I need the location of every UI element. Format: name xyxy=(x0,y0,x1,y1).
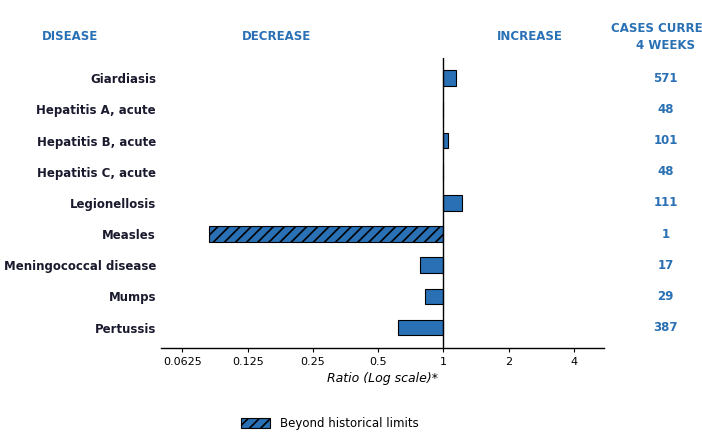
Text: 101: 101 xyxy=(654,134,678,147)
Text: 29: 29 xyxy=(658,290,674,303)
Text: 48: 48 xyxy=(657,165,674,178)
Text: 4 WEEKS: 4 WEEKS xyxy=(636,39,695,52)
Text: 111: 111 xyxy=(654,196,678,210)
Text: 1: 1 xyxy=(661,227,670,240)
Text: 571: 571 xyxy=(654,72,678,85)
Bar xyxy=(444,70,456,86)
Legend: Beyond historical limits: Beyond historical limits xyxy=(236,412,423,435)
Bar xyxy=(209,226,444,242)
Bar xyxy=(425,289,444,304)
X-axis label: Ratio (Log scale)*: Ratio (Log scale)* xyxy=(327,372,438,385)
Bar xyxy=(444,195,462,211)
Bar xyxy=(420,257,444,273)
Text: INCREASE: INCREASE xyxy=(496,30,562,44)
Text: DECREASE: DECREASE xyxy=(242,30,311,44)
Text: 48: 48 xyxy=(657,103,674,116)
Text: DISEASE: DISEASE xyxy=(42,30,98,44)
Text: 17: 17 xyxy=(658,259,674,272)
Text: 387: 387 xyxy=(654,321,678,334)
Bar xyxy=(398,320,444,335)
Text: CASES CURRENT: CASES CURRENT xyxy=(611,22,702,35)
Bar xyxy=(444,133,449,149)
